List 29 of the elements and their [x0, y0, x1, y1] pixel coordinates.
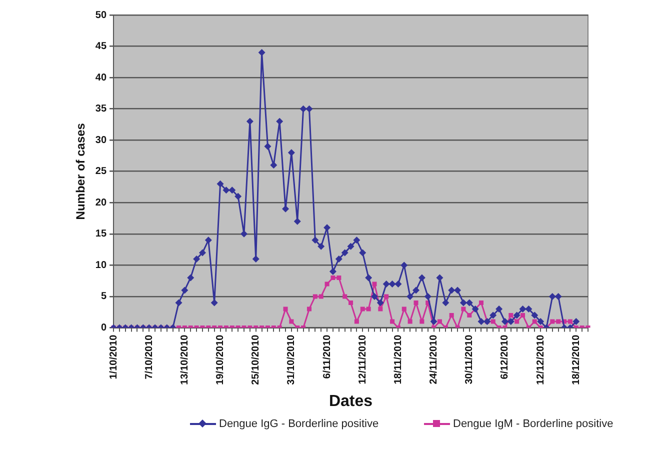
y-tick-label: 0: [100, 322, 107, 334]
x-tick-label: 6/12/2010: [500, 334, 511, 380]
y-tick-label: 50: [95, 10, 107, 21]
x-tick-label: 12/11/2010: [357, 334, 368, 384]
y-axis-title: Number of cases: [74, 122, 88, 220]
y-tick-label: 20: [95, 197, 107, 208]
legend-label: Dengue IgG - Borderline positive: [219, 418, 380, 431]
x-tick-label: 24/11/2010: [428, 334, 440, 384]
x-tick-label: 1/10/2010: [108, 334, 120, 380]
x-tick-label: 31/10/2010: [286, 334, 298, 385]
legend-label: Dengue IgM - Borderline positive: [453, 418, 614, 431]
x-tick-label: 13/10/2010: [179, 334, 190, 385]
x-tick-label: 19/10/2010: [215, 334, 226, 385]
x-tick-label: 7/10/2010: [144, 334, 155, 380]
y-tick-label: 30: [95, 134, 107, 146]
x-tick-label: 30/11/2010: [464, 334, 476, 384]
y-tick-label: 15: [95, 228, 107, 240]
x-tick-label: 6/11/2010: [322, 334, 333, 379]
x-tick-label: 25/10/2010: [250, 334, 262, 385]
x-tick-label: 18/12/2010: [570, 334, 582, 385]
y-tick-label: 10: [95, 260, 107, 271]
x-tick-label: 18/11/2010: [392, 334, 404, 384]
x-tick-label: 12/12/2010: [535, 334, 546, 385]
y-tick-label: 40: [95, 72, 107, 84]
y-tick-label: 25: [95, 166, 107, 178]
x-axis-title: Dates: [328, 392, 373, 410]
y-tick-label: 45: [95, 41, 107, 52]
y-tick-label: 5: [100, 291, 107, 302]
y-tick-label: 35: [95, 104, 107, 115]
